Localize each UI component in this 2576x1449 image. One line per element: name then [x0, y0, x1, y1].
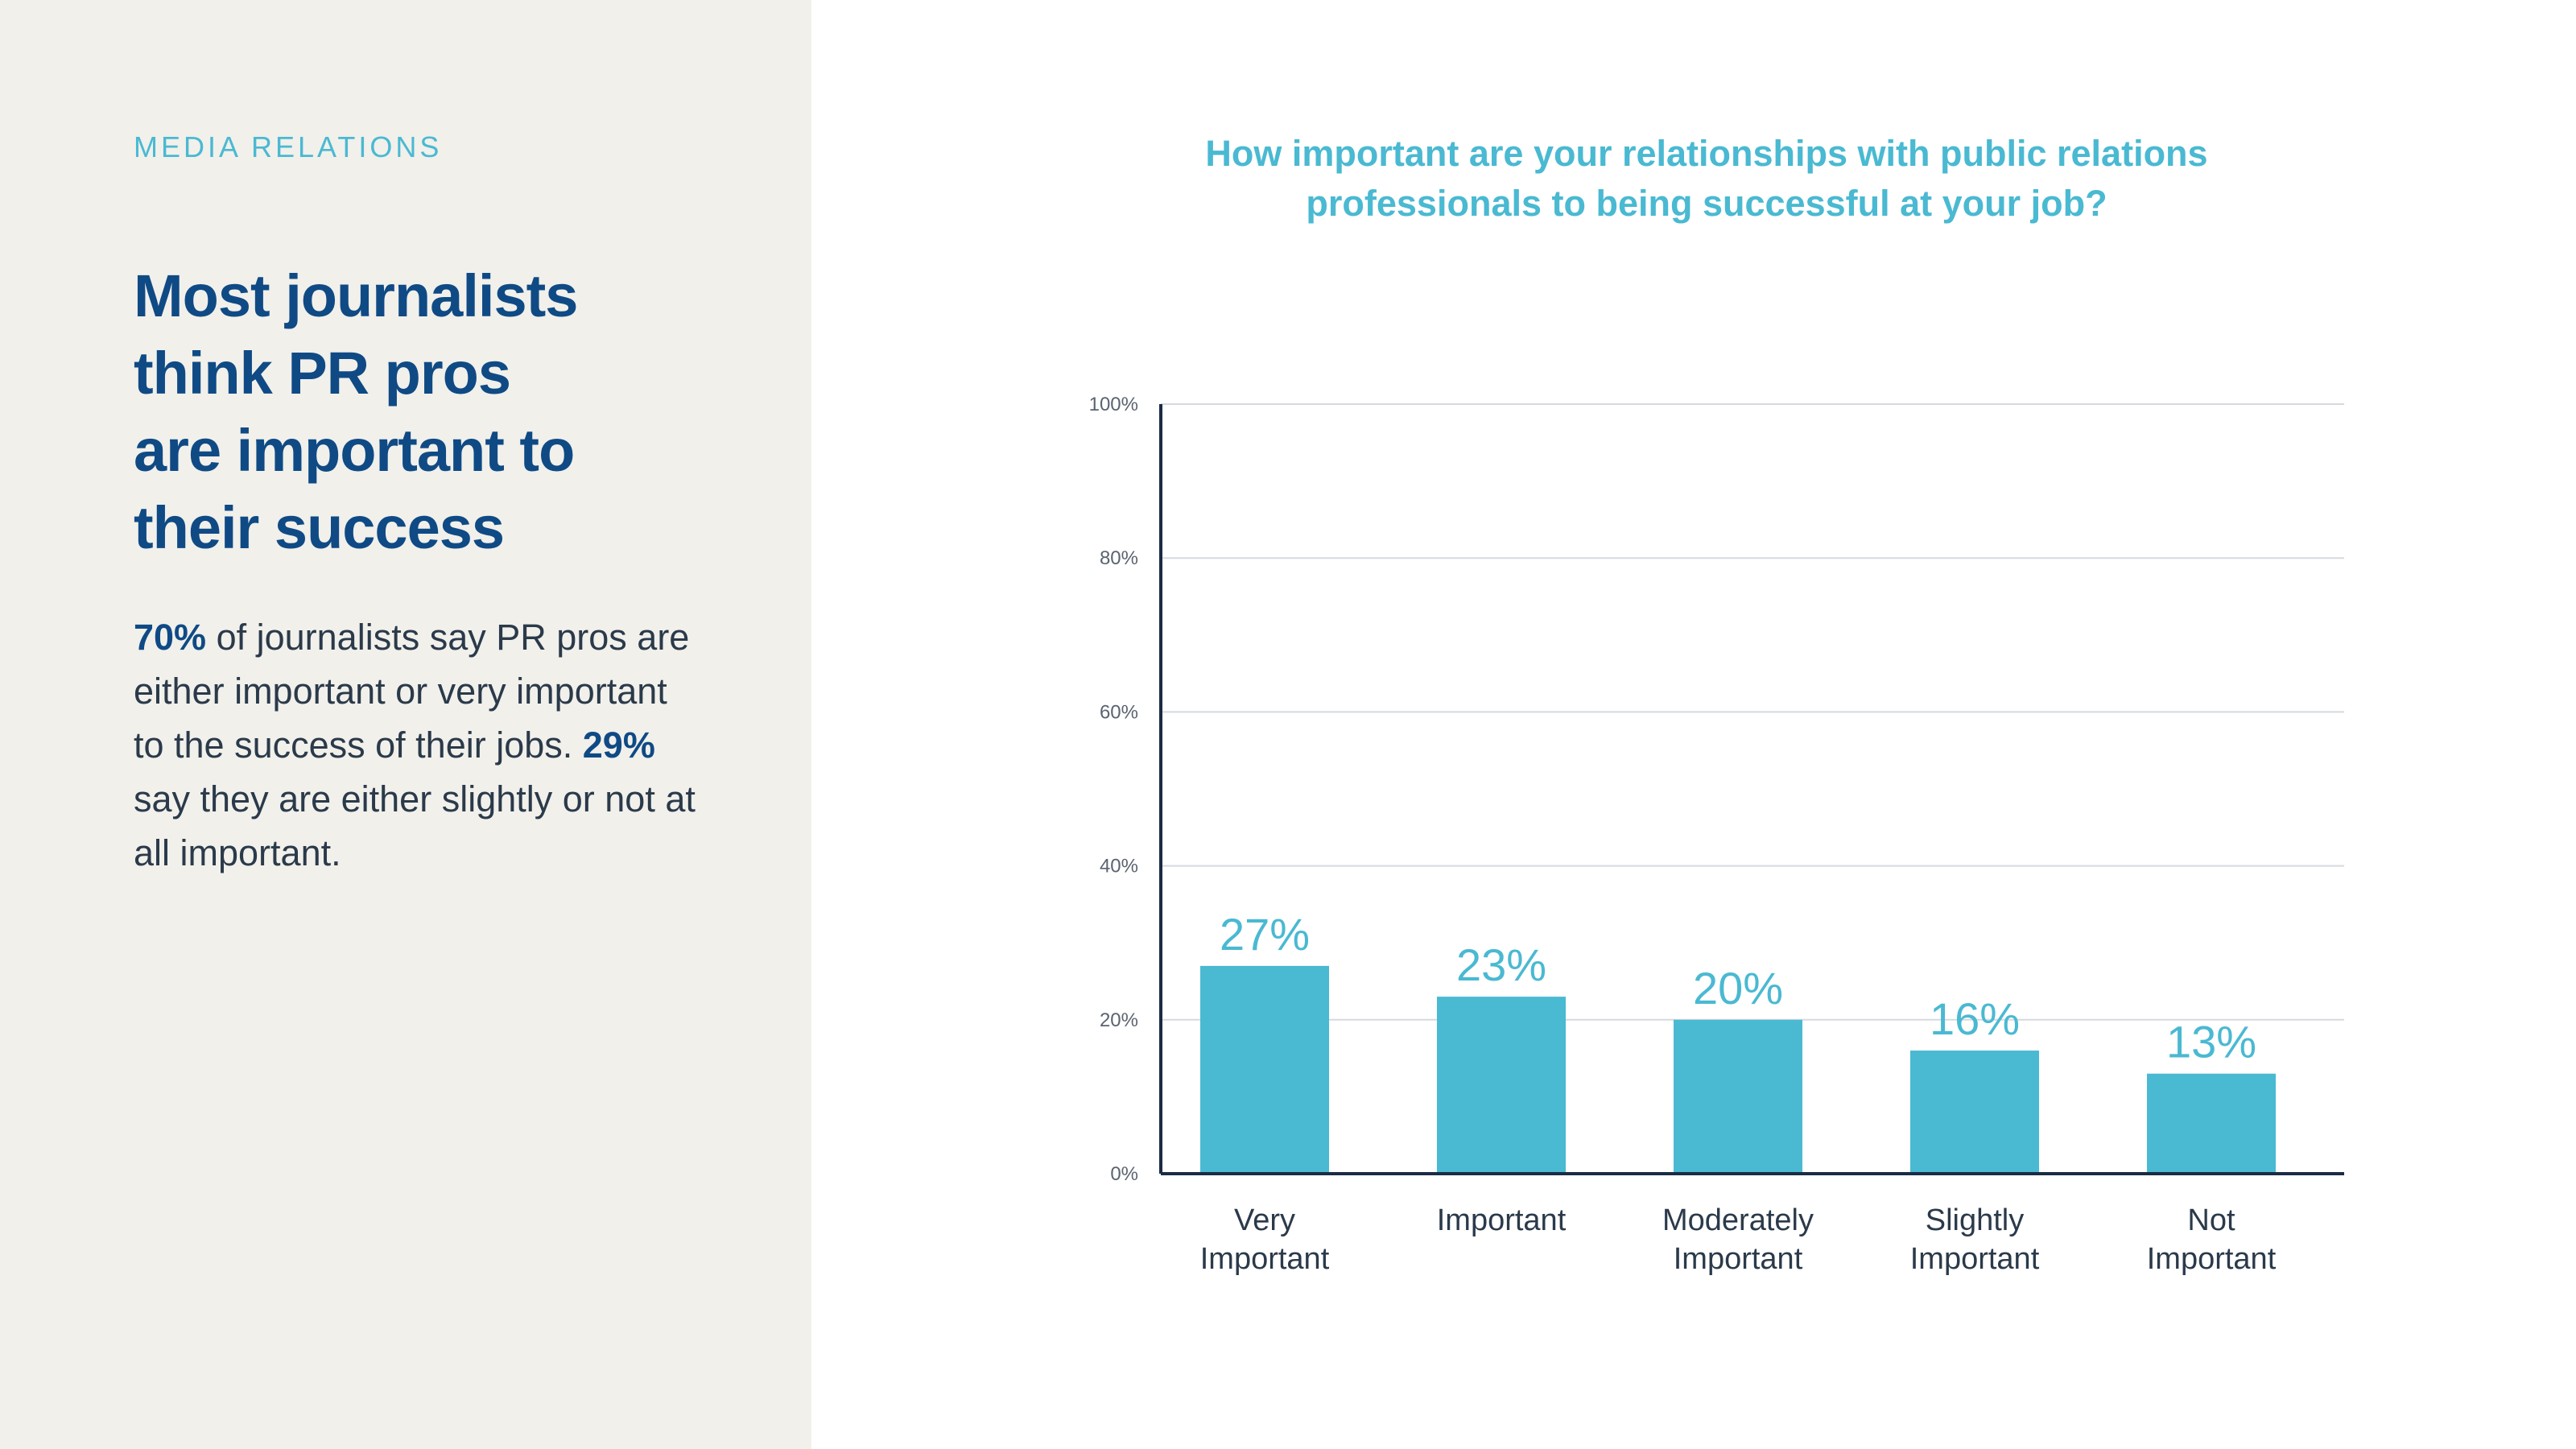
x-tick-label: Important	[1910, 1242, 2040, 1276]
body-text-segment: say they are either slightly or not at a…	[134, 778, 696, 873]
y-tick-label: 0%	[1110, 1163, 1138, 1185]
headline: Most journalists think PR pros are impor…	[134, 258, 697, 567]
chart-title: How important are your relationships wit…	[1030, 129, 2383, 229]
x-tick-label: Important	[1437, 1203, 1567, 1237]
x-tick-label: Not	[2187, 1203, 2235, 1237]
x-tick-label: Moderately	[1662, 1203, 1814, 1237]
data-label: 13%	[2166, 1017, 2256, 1067]
bar	[2147, 1073, 2276, 1174]
body-text-segment: of journalists say PR pros are either im…	[134, 617, 690, 766]
x-tick-label: Slightly	[1926, 1203, 2025, 1237]
bar	[1437, 997, 1566, 1174]
chart-title-line: professionals to being successful at you…	[1306, 183, 2107, 224]
headline-line: their success	[134, 494, 505, 561]
headline-line: think PR pros	[134, 340, 511, 407]
bar	[1674, 1019, 1802, 1174]
left-panel: MEDIA RELATIONS Most journalists think P…	[0, 0, 811, 1449]
stat-highlight: 29%	[582, 724, 655, 766]
x-tick-label: Very	[1234, 1203, 1295, 1237]
data-label: 27%	[1220, 909, 1310, 960]
data-label: 20%	[1693, 963, 1783, 1013]
section-label: MEDIA RELATIONS	[134, 130, 443, 163]
headline-line: Most journalists	[134, 262, 578, 329]
stat-highlight: 70%	[134, 617, 207, 658]
x-tick-label: Important	[2147, 1242, 2277, 1276]
x-tick-label: Important	[1674, 1242, 1803, 1276]
x-tick-label: Important	[1200, 1242, 1330, 1276]
data-label: 23%	[1456, 939, 1546, 990]
y-tick-label: 20%	[1100, 1009, 1138, 1031]
bar	[1910, 1051, 2039, 1174]
headline-line: are important to	[134, 417, 575, 484]
y-tick-label: 60%	[1100, 701, 1138, 723]
body-text: 70% of journalists say PR pros are eithe…	[134, 610, 697, 880]
data-label: 16%	[1930, 993, 2020, 1044]
bar	[1200, 965, 1329, 1174]
y-tick-label: 40%	[1100, 856, 1138, 877]
y-tick-label: 80%	[1100, 547, 1138, 569]
chart-title-line: How important are your relationships wit…	[1205, 133, 2208, 174]
y-tick-label: 100%	[1089, 394, 1138, 415]
